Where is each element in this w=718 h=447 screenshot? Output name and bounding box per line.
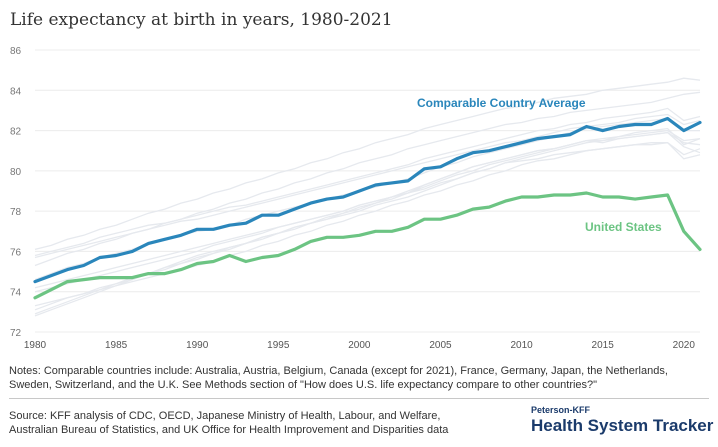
x-tick-label-1980: 1980	[24, 340, 47, 351]
x-tick-label-2020: 2020	[673, 340, 696, 351]
line-chart: 72 74 76 78 80 82 84 86 1980 1985 1990 1995 2000 200…	[10, 46, 702, 351]
united-states-line	[33, 191, 702, 300]
brand-logo-top: Peterson-KFF	[531, 405, 591, 415]
x-tick-label-2005: 2005	[429, 340, 452, 351]
country-line-7	[34, 107, 701, 257]
x-tick-label-2000: 2000	[348, 340, 371, 351]
x-tick-label-2010: 2010	[510, 340, 533, 351]
y-axis-ticks: 72 74 76 78 80 82 84 86	[10, 46, 22, 339]
comparable-country-average-line	[33, 116, 702, 284]
chart-title: Life expectancy at birth in years, 1980-…	[10, 10, 393, 30]
series-label-united-states: United States	[585, 220, 662, 234]
x-axis-ticks: 1980 1985 1990 1995 2000 2005 2010 2015 2020	[24, 340, 695, 351]
y-tick-label-82: 82	[10, 127, 22, 138]
y-tick-label-84: 84	[10, 86, 22, 97]
brand-logo-name: Health System Tracker	[531, 416, 714, 435]
y-tick-label-86: 86	[10, 46, 22, 57]
chart-notes: Notes: Comparable countries include: Aus…	[9, 365, 668, 391]
country-line-3	[34, 91, 701, 267]
country-line-9	[34, 127, 701, 293]
divider	[9, 398, 709, 399]
series-lines	[33, 116, 702, 300]
country-line-8	[34, 113, 701, 259]
y-tick-label-74: 74	[10, 288, 22, 299]
x-tick-label-1990: 1990	[186, 340, 209, 351]
y-tick-label-76: 76	[10, 247, 22, 258]
y-tick-label-78: 78	[10, 207, 22, 218]
grid-lines	[35, 49, 700, 333]
country-line-2	[34, 77, 701, 251]
x-tick-label-1985: 1985	[105, 340, 128, 351]
series-label-comparable-country-average: Comparable Country Average	[417, 96, 586, 110]
y-tick-label-72: 72	[10, 328, 22, 339]
chart-source: Source: KFF analysis of CDC, OECD, Japan…	[9, 410, 449, 436]
y-tick-label-80: 80	[10, 167, 22, 178]
x-tick-label-2015: 2015	[592, 340, 615, 351]
country-line-5	[34, 129, 701, 289]
x-tick-label-1995: 1995	[267, 340, 290, 351]
